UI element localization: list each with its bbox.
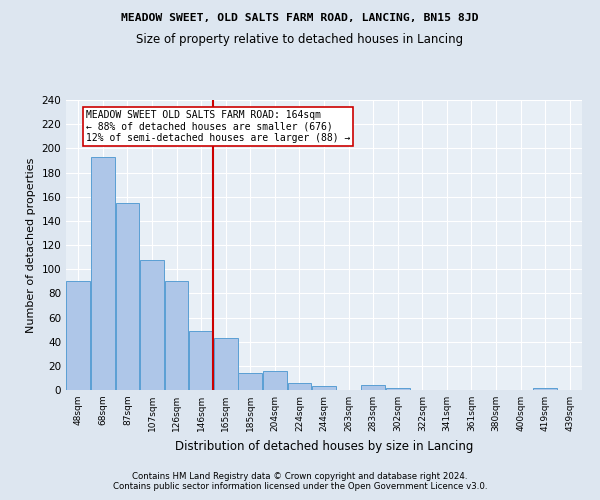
Bar [386,388,410,390]
X-axis label: Distribution of detached houses by size in Lancing: Distribution of detached houses by size … [175,440,473,452]
Bar [238,373,262,390]
Bar [312,386,336,390]
Bar [214,338,238,390]
Bar [287,383,311,390]
Bar [140,260,164,390]
Text: Contains HM Land Registry data © Crown copyright and database right 2024.: Contains HM Land Registry data © Crown c… [132,472,468,481]
Bar [67,281,90,390]
Text: Size of property relative to detached houses in Lancing: Size of property relative to detached ho… [136,32,464,46]
Text: MEADOW SWEET OLD SALTS FARM ROAD: 164sqm
← 88% of detached houses are smaller (6: MEADOW SWEET OLD SALTS FARM ROAD: 164sqm… [86,110,350,143]
Bar [533,388,557,390]
Text: MEADOW SWEET, OLD SALTS FARM ROAD, LANCING, BN15 8JD: MEADOW SWEET, OLD SALTS FARM ROAD, LANCI… [121,12,479,22]
Bar [91,157,115,390]
Y-axis label: Number of detached properties: Number of detached properties [26,158,36,332]
Bar [164,281,188,390]
Bar [361,385,385,390]
Bar [116,202,139,390]
Bar [189,331,213,390]
Bar [263,370,287,390]
Text: Contains public sector information licensed under the Open Government Licence v3: Contains public sector information licen… [113,482,487,491]
